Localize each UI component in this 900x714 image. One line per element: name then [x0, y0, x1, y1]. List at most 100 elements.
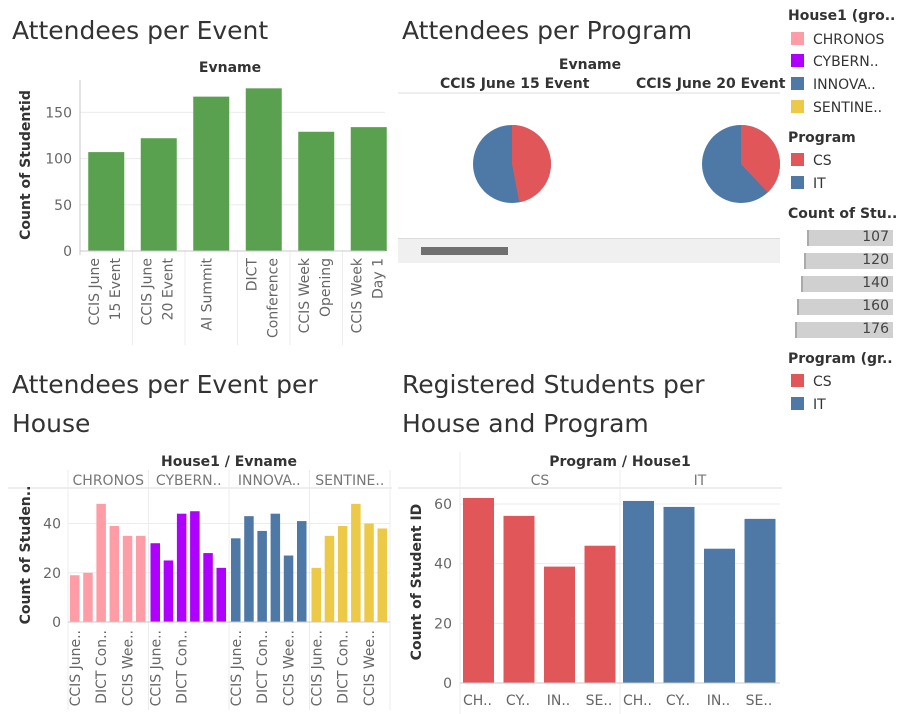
bar — [257, 530, 267, 622]
swatch — [791, 100, 804, 113]
bar — [190, 511, 200, 622]
legend-house-item[interactable]: INNOVA.. — [791, 77, 876, 93]
bar — [70, 575, 80, 622]
group-header-label: SENTINE.. — [315, 473, 384, 489]
swatch — [791, 176, 804, 189]
legend-label: CS — [813, 153, 832, 169]
swatch — [791, 374, 804, 387]
x-tick-label: Opening — [318, 258, 334, 317]
bar — [150, 543, 160, 622]
x-tick-label: AI Summit — [199, 257, 215, 330]
scrollbar-thumb[interactable] — [421, 247, 508, 255]
bar — [245, 88, 282, 252]
legend-label: CHRONOS — [813, 32, 885, 48]
legend-program-item[interactable]: IT — [791, 176, 826, 192]
bar — [463, 497, 494, 683]
bar — [744, 518, 776, 683]
x-tick-label: CCIS June.. — [68, 630, 84, 706]
x-tick-label: IN.. — [707, 693, 731, 709]
bar — [96, 503, 106, 622]
size-label: 176 — [862, 321, 889, 337]
panel-title-event-house-line1: Attendees per Event per — [12, 370, 318, 399]
y-tick-label: 60 — [434, 497, 452, 513]
y-tick-label: 40 — [43, 517, 61, 533]
x-tick-label: CCIS June.. — [229, 630, 245, 706]
bar — [140, 138, 177, 251]
x-tick-label: CCIS June — [87, 258, 103, 326]
bar — [350, 127, 387, 251]
bar — [83, 572, 93, 622]
y-tick-label: 50 — [54, 198, 72, 214]
bar — [231, 538, 241, 622]
x-tick-label: CCIS June — [139, 258, 155, 326]
x-tick-label: SE.. — [586, 693, 613, 709]
bar — [324, 535, 335, 622]
size-bar — [797, 299, 893, 315]
bar — [364, 523, 374, 622]
x-tick-label: DICT — [244, 258, 260, 292]
legend-program-item[interactable]: CS — [791, 153, 832, 169]
bar — [351, 503, 361, 622]
bar — [176, 513, 187, 622]
x-tick-label: DICT Con.. — [255, 630, 271, 704]
y-tick-label: 40 — [434, 557, 452, 573]
x-tick-label: CCIS Week — [349, 257, 365, 333]
group-header-label: CHRONOS — [73, 473, 145, 489]
x-tick-label: 15 Event — [108, 257, 124, 320]
x-tick-label: DICT Con.. — [336, 630, 352, 704]
group-header-label: CS — [531, 473, 550, 489]
bar — [216, 567, 226, 622]
bar — [109, 526, 120, 622]
size-label: 140 — [862, 275, 889, 291]
bar — [377, 528, 387, 622]
size-label: 107 — [862, 229, 889, 245]
x-tick-label: CCIS June.. — [148, 630, 164, 706]
legend-house-item[interactable]: SENTINE.. — [791, 100, 882, 116]
panel-title-registered-line2: House and Program — [402, 409, 649, 438]
x-tick-label: CCIS Wee.. — [362, 630, 378, 706]
legend-label: CS — [813, 374, 832, 390]
y-tick-label: 0 — [443, 676, 452, 692]
legend-program-gr-title[interactable]: Program (gr.. — [788, 351, 893, 367]
horizontal-scrollbar[interactable] — [398, 238, 780, 263]
size-bar — [804, 253, 893, 269]
panel-title-event-house-line2: House — [12, 409, 91, 438]
legend-program-gr-item[interactable]: CS — [791, 374, 832, 390]
legend-house-item[interactable]: CHRONOS — [791, 32, 884, 48]
x-tick-label: 20 Event — [160, 257, 176, 320]
y-axis-title: Count of Student ID — [409, 504, 425, 661]
x-tick-label: CY.. — [506, 693, 530, 709]
y-tick-label: 100 — [45, 152, 72, 168]
legend-program-title[interactable]: Program — [788, 130, 856, 146]
legend-house-item[interactable]: CYBERN.. — [791, 54, 879, 70]
bar — [193, 96, 230, 251]
panel-title-attendees-per-event: Attendees per Event — [12, 16, 269, 45]
x-tick-label: CH.. — [463, 693, 492, 709]
size-legend-item[interactable]: 107 — [795, 229, 893, 246]
chart4-header: Program / House1 — [549, 454, 690, 470]
swatch — [791, 32, 804, 45]
size-bar — [801, 276, 893, 292]
legend-program-gr-item[interactable]: IT — [791, 397, 826, 413]
size-legend-item[interactable]: 176 — [795, 321, 893, 338]
group-header-label: INNOVA.. — [238, 473, 301, 489]
y-tick-label: 0 — [52, 615, 61, 631]
legend-house-title[interactable]: House1 (gro.. — [788, 8, 896, 24]
size-legend-item[interactable]: 120 — [795, 252, 893, 269]
x-tick-label: Conference — [265, 258, 281, 338]
legend-count-title[interactable]: Count of Stu.. — [788, 206, 898, 222]
x-tick-label: DICT Con.. — [175, 630, 191, 704]
y-axis-title: Count of Studentid — [18, 90, 34, 240]
pie-col-label-june20: CCIS June 20 Event — [636, 76, 786, 92]
size-bar — [807, 230, 893, 246]
x-tick-label: IN.. — [547, 693, 571, 709]
pie-slice-cs — [741, 125, 780, 193]
size-legend-item[interactable]: 160 — [795, 298, 893, 315]
y-tick-label: 20 — [434, 616, 452, 632]
legend-label: INNOVA.. — [813, 77, 876, 93]
legend-label: SENTINE.. — [813, 100, 883, 116]
size-legend-item[interactable]: 140 — [795, 275, 893, 292]
y-axis-title: Count of Studen.. — [18, 486, 34, 625]
bar — [298, 131, 335, 251]
